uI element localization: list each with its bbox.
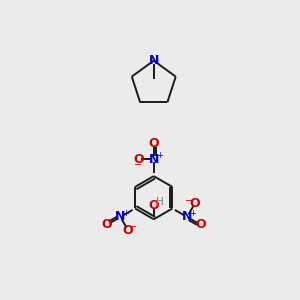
Text: +: + <box>122 208 129 217</box>
Text: N: N <box>115 211 126 224</box>
Text: N: N <box>148 153 159 166</box>
Text: O: O <box>190 197 200 210</box>
Text: O: O <box>148 199 159 212</box>
Text: −: − <box>129 222 137 232</box>
Text: +: + <box>189 208 196 217</box>
Text: +: + <box>156 151 163 160</box>
Text: −: − <box>185 196 194 206</box>
Text: −: − <box>134 160 142 170</box>
Text: N: N <box>182 211 192 224</box>
Text: O: O <box>123 224 134 237</box>
Text: O: O <box>102 218 112 231</box>
Text: O: O <box>195 218 206 231</box>
Text: O: O <box>133 153 144 166</box>
Text: N: N <box>148 54 159 67</box>
Text: H: H <box>156 196 164 206</box>
Text: O: O <box>148 137 159 150</box>
